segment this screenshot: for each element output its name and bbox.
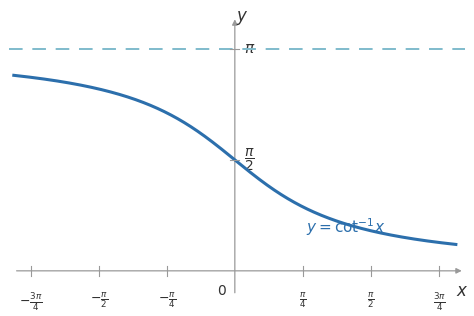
Text: $-\frac{\pi}{2}$: $-\frac{\pi}{2}$ — [90, 291, 108, 310]
Text: $\frac{\pi}{4}$: $\frac{\pi}{4}$ — [299, 291, 307, 310]
Text: $\frac{\pi}{2}$: $\frac{\pi}{2}$ — [367, 291, 375, 310]
Text: $y = \mathrm{cot}^{-1} x$: $y = \mathrm{cot}^{-1} x$ — [306, 216, 385, 238]
Text: $-\frac{\pi}{4}$: $-\frac{\pi}{4}$ — [158, 291, 176, 310]
Text: $0$: $0$ — [217, 283, 227, 298]
Text: $\pi$: $\pi$ — [244, 41, 255, 57]
Text: $-\frac{3\pi}{4}$: $-\frac{3\pi}{4}$ — [19, 291, 42, 313]
Text: $y$: $y$ — [237, 9, 249, 27]
Text: $\frac{3\pi}{4}$: $\frac{3\pi}{4}$ — [433, 291, 446, 313]
Text: $\dfrac{\pi}{2}$: $\dfrac{\pi}{2}$ — [244, 147, 255, 173]
Text: $x$: $x$ — [456, 282, 468, 300]
